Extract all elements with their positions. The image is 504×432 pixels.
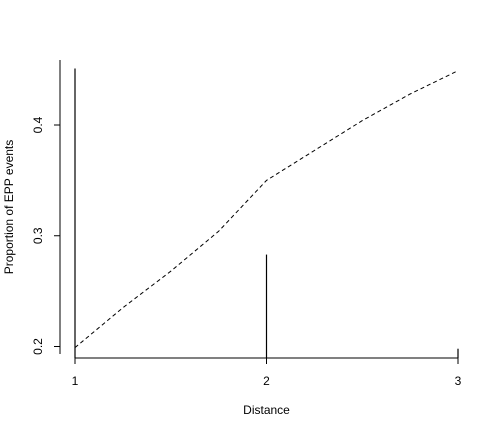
y-tick-label: 0.3 bbox=[31, 227, 45, 244]
x-tick-label: 2 bbox=[263, 374, 270, 388]
x-tick-label: 1 bbox=[72, 374, 79, 388]
x-axis-title: Distance bbox=[243, 403, 290, 417]
x-axis: 1 2 3 bbox=[72, 357, 462, 388]
x-tick-label: 3 bbox=[455, 374, 462, 388]
y-axis: 0.2 0.3 0.4 bbox=[31, 60, 61, 355]
y-tick-label: 0.4 bbox=[31, 116, 45, 133]
y-tick-label: 0.2 bbox=[31, 338, 45, 355]
x-ticks: 1 2 3 bbox=[72, 358, 462, 388]
y-axis-title: Proportion of EPP events bbox=[2, 140, 16, 275]
dashed-series-line bbox=[74, 70, 459, 348]
y-ticks: 0.2 0.3 0.4 bbox=[31, 116, 60, 355]
vertical-line-series bbox=[74, 68, 459, 358]
